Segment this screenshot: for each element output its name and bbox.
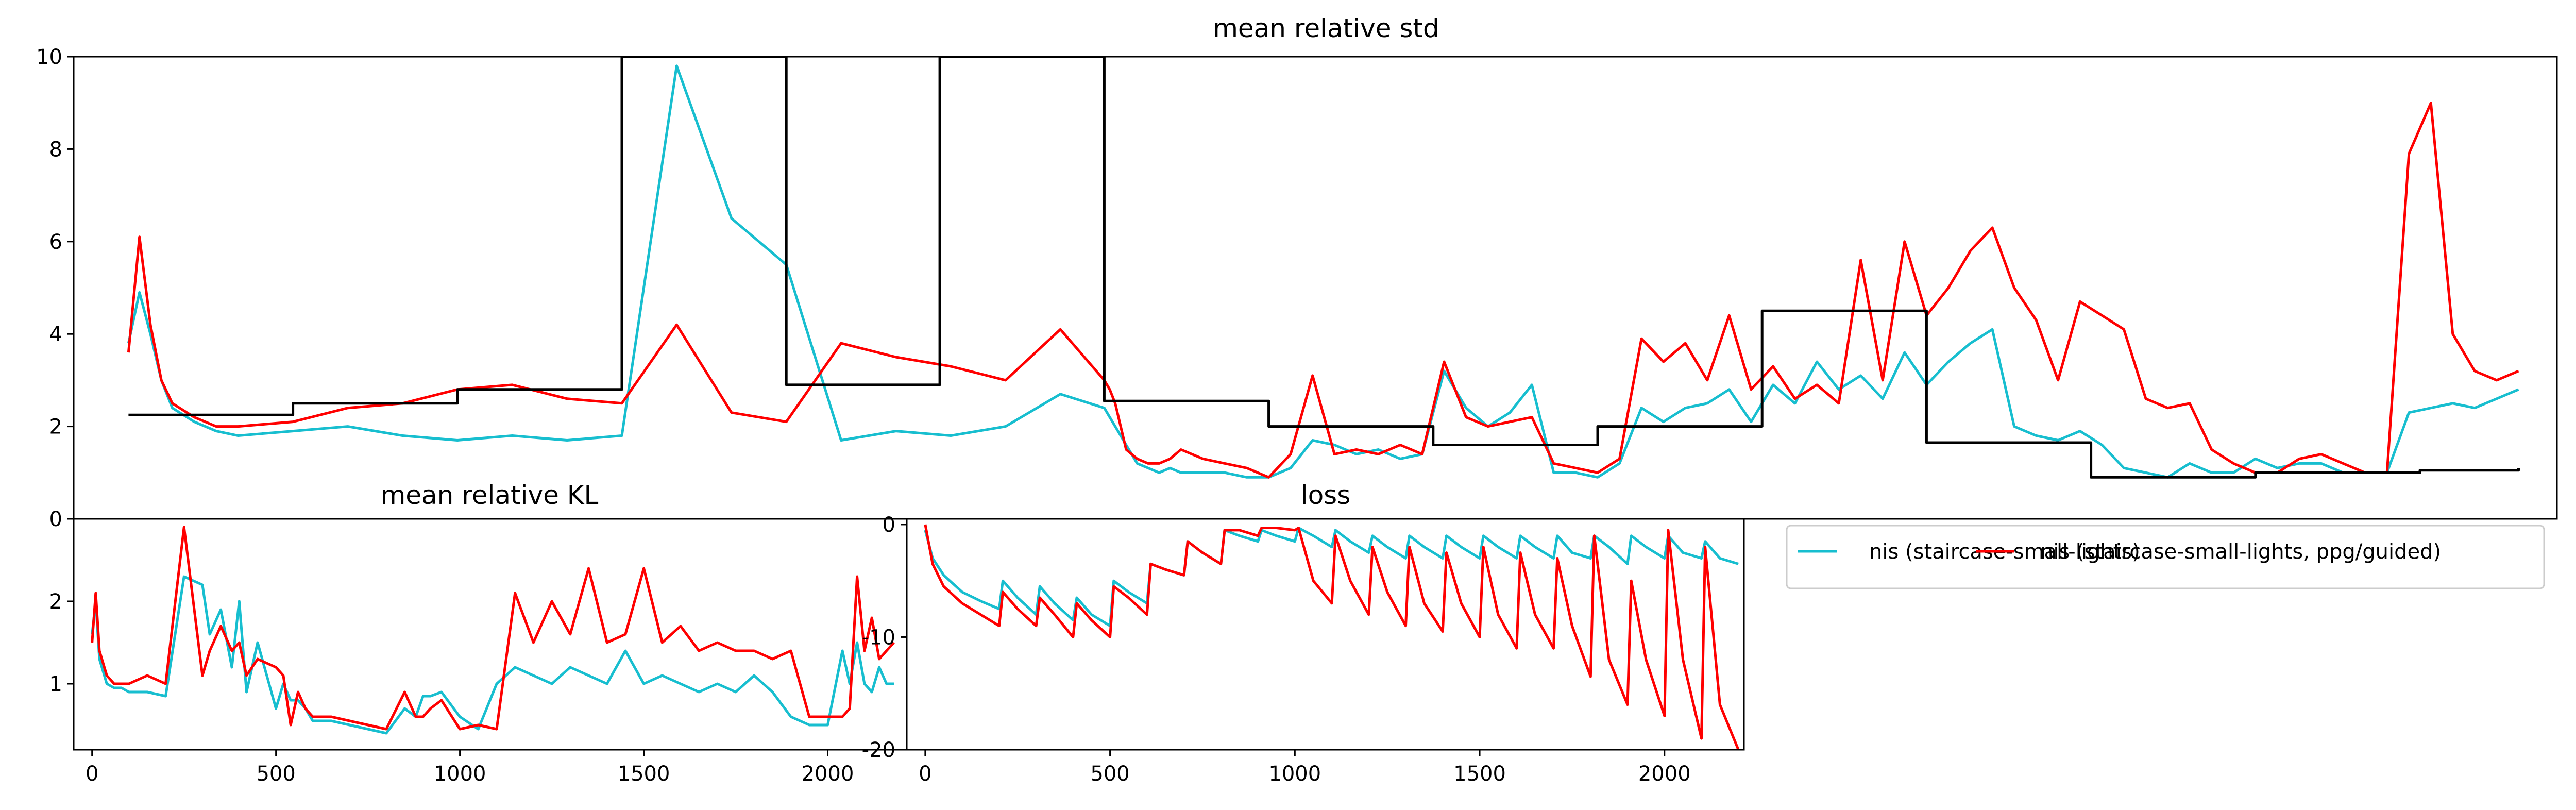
y-tick-label: 1 — [49, 672, 62, 696]
legend: nis (staircase-small-lights) nis (stairc… — [1786, 525, 2545, 589]
y-tick-label: 0 — [49, 508, 62, 531]
series-line-ppg — [91, 526, 895, 731]
x-tick-label: 2000 — [1638, 762, 1691, 786]
chart-mean-relative-std: mean relative std 0 2 4 6 8 10 — [36, 13, 2558, 531]
series-line-nis — [127, 64, 2519, 479]
y-tick-label: -10 — [862, 626, 895, 649]
axes-frame — [73, 56, 2558, 520]
chart-loss: loss -20 -10 0 0 500 1000 1500 2000 — [862, 480, 1745, 786]
legend-label-ppg: nis (staircase-small-lights, ppg/guided) — [2040, 540, 2441, 564]
x-tick-label: 0 — [86, 762, 98, 786]
axes-frame — [906, 518, 1745, 751]
x-tick-label: 500 — [256, 762, 295, 786]
y-tick-label: 10 — [36, 45, 62, 69]
y-tick-label: -20 — [862, 738, 895, 762]
y-tick-label: 4 — [49, 323, 62, 346]
x-tick-label: 1000 — [434, 762, 486, 786]
chart-title: loss — [1301, 480, 1351, 510]
series-line-nis — [924, 527, 1739, 628]
chart-title: mean relative KL — [381, 480, 599, 510]
series-line-black — [128, 57, 2520, 479]
series-line-ppg — [127, 102, 2519, 479]
legend-frame — [1786, 525, 2545, 589]
chart-title: mean relative std — [1213, 13, 1439, 43]
y-tick-label: 6 — [49, 230, 62, 254]
axes-frame — [73, 518, 908, 751]
y-tick-label: 0 — [883, 513, 895, 537]
x-tick-label: 1500 — [1453, 762, 1506, 786]
y-tick-label: 8 — [49, 138, 62, 161]
series-line-nis — [91, 575, 894, 735]
x-tick-label: 1500 — [618, 762, 670, 786]
x-tick-label: 500 — [1090, 762, 1129, 786]
series-line-ppg — [924, 524, 1740, 750]
x-tick-label: 0 — [919, 762, 931, 786]
x-tick-label: 2000 — [802, 762, 854, 786]
y-tick-label: 2 — [49, 590, 62, 614]
x-tick-label: 1000 — [1268, 762, 1321, 786]
chart-mean-relative-kl: mean relative KL 1 2 0 500 1000 1500 2000 — [49, 480, 908, 786]
y-tick-label: 2 — [49, 415, 62, 439]
